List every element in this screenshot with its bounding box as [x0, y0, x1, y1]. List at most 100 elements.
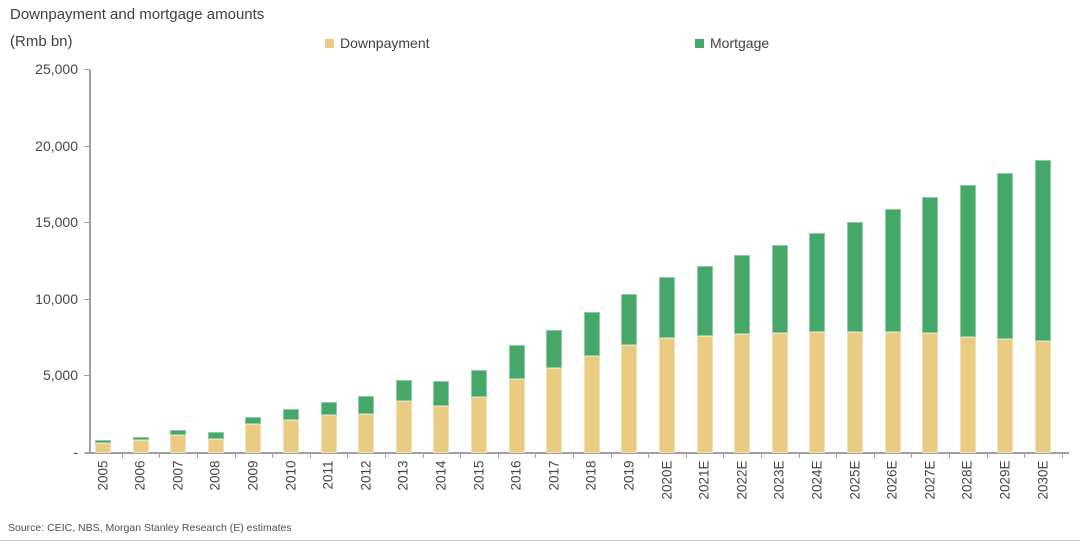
x-axis-tick: [761, 453, 762, 458]
bar-2018[interactable]: [583, 312, 600, 453]
mortgage-segment-2020E[interactable]: [659, 277, 675, 338]
downpayment-segment-2027E[interactable]: [922, 333, 939, 453]
bar-2007[interactable]: [170, 430, 187, 453]
mortgage-segment-2027E[interactable]: [922, 197, 939, 333]
bar-2026E[interactable]: [884, 209, 901, 453]
mortgage-segment-2012[interactable]: [358, 396, 375, 414]
mortgage-segment-2007[interactable]: [170, 430, 187, 435]
mortgage-segment-2021E[interactable]: [696, 266, 713, 336]
bar-2021E[interactable]: [696, 266, 713, 453]
mortgage-segment-2026E[interactable]: [884, 209, 901, 332]
bar-2024E[interactable]: [809, 233, 826, 453]
downpayment-segment-2028E[interactable]: [959, 337, 976, 453]
x-axis-line: [85, 452, 1069, 454]
bar-2009[interactable]: [245, 417, 262, 453]
y-axis-tick-label: 10,000: [35, 291, 78, 307]
bar-2030E[interactable]: [1035, 160, 1051, 453]
x-axis-label-2013: 2013: [395, 460, 411, 491]
bar-2014[interactable]: [433, 381, 450, 453]
bar-2025E[interactable]: [847, 222, 863, 453]
x-axis-tick: [310, 453, 311, 458]
downpayment-segment-2008[interactable]: [207, 439, 224, 453]
y-axis-tick-label: 15,000: [35, 214, 78, 230]
mortgage-segment-2005[interactable]: [95, 440, 111, 443]
y-axis-tick-label: 25,000: [35, 61, 78, 77]
bar-2010[interactable]: [283, 409, 299, 453]
bottom-divider: [0, 540, 1080, 541]
downpayment-segment-2011[interactable]: [320, 415, 337, 453]
mortgage-segment-2006[interactable]: [132, 437, 149, 440]
bar-2006[interactable]: [132, 437, 149, 453]
mortgage-segment-2010[interactable]: [283, 409, 299, 420]
x-axis-label-2021E: 2021E: [696, 460, 712, 500]
mortgage-segment-2011[interactable]: [320, 402, 337, 415]
mortgage-segment-2023E[interactable]: [771, 245, 788, 333]
downpayment-segment-2021E[interactable]: [696, 336, 713, 453]
downpayment-segment-2023E[interactable]: [771, 333, 788, 453]
bar-2019[interactable]: [621, 294, 638, 453]
downpayment-segment-2018[interactable]: [583, 356, 600, 453]
bar-2016[interactable]: [508, 345, 525, 453]
downpayment-segment-2010[interactable]: [283, 420, 299, 453]
downpayment-segment-2029E[interactable]: [997, 339, 1014, 453]
bar-2029E[interactable]: [997, 173, 1014, 453]
mortgage-segment-2013[interactable]: [395, 380, 412, 401]
downpayment-segment-2019[interactable]: [621, 345, 638, 453]
bar-2011[interactable]: [320, 402, 337, 453]
downpayment-segment-2022E[interactable]: [734, 334, 751, 453]
chart-title: Downpayment and mortgage amounts: [10, 6, 265, 23]
bar-2015[interactable]: [471, 370, 487, 453]
downpayment-segment-2007[interactable]: [170, 435, 187, 453]
downpayment-segment-2020E[interactable]: [659, 338, 675, 453]
bar-2012[interactable]: [358, 396, 375, 453]
x-axis-label-2008: 2008: [207, 460, 223, 491]
downpayment-segment-2017[interactable]: [546, 368, 563, 453]
downpayment-segment-2006[interactable]: [132, 440, 149, 453]
downpayment-segment-2012[interactable]: [358, 414, 375, 453]
mortgage-segment-2029E[interactable]: [997, 173, 1014, 339]
downpayment-segment-2026E[interactable]: [884, 332, 901, 453]
bar-2008[interactable]: [207, 432, 224, 453]
downpayment-segment-2009[interactable]: [245, 424, 262, 453]
downpayment-segment-2015[interactable]: [471, 397, 487, 453]
x-axis-tick: [648, 453, 649, 458]
bar-2028E[interactable]: [959, 185, 976, 453]
mortgage-segment-2018[interactable]: [583, 312, 600, 356]
downpayment-swatch-icon: [325, 38, 334, 48]
bar-2020E[interactable]: [659, 277, 675, 453]
mortgage-segment-2028E[interactable]: [959, 185, 976, 337]
x-axis-tick: [460, 453, 461, 458]
downpayment-segment-2014[interactable]: [433, 406, 450, 453]
mortgage-segment-2015[interactable]: [471, 370, 487, 397]
bar-2027E[interactable]: [922, 197, 939, 453]
x-axis-tick: [949, 453, 950, 458]
bar-2017[interactable]: [546, 330, 563, 453]
downpayment-segment-2005[interactable]: [95, 443, 111, 453]
mortgage-segment-2019[interactable]: [621, 294, 638, 345]
x-axis-tick: [799, 453, 800, 458]
x-axis-label-2006: 2006: [132, 460, 148, 491]
x-axis-label-2011: 2011: [320, 460, 336, 490]
mortgage-segment-2016[interactable]: [508, 345, 525, 379]
downpayment-segment-2030E[interactable]: [1035, 341, 1051, 453]
mortgage-segment-2024E[interactable]: [809, 233, 826, 332]
mortgage-segment-2014[interactable]: [433, 381, 450, 406]
mortgage-segment-2022E[interactable]: [734, 255, 751, 334]
downpayment-segment-2025E[interactable]: [847, 332, 863, 453]
x-axis-label-2014: 2014: [433, 460, 449, 491]
x-axis-tick: [611, 453, 612, 458]
mortgage-segment-2008[interactable]: [207, 432, 224, 439]
bar-2013[interactable]: [395, 380, 412, 453]
downpayment-segment-2013[interactable]: [395, 401, 412, 453]
downpayment-segment-2024E[interactable]: [809, 332, 826, 453]
bar-2005[interactable]: [95, 440, 111, 453]
mortgage-segment-2030E[interactable]: [1035, 160, 1051, 341]
mortgage-segment-2017[interactable]: [546, 330, 563, 368]
bar-2023E[interactable]: [771, 245, 788, 453]
mortgage-segment-2025E[interactable]: [847, 222, 863, 332]
mortgage-segment-2009[interactable]: [245, 417, 262, 424]
downpayment-segment-2016[interactable]: [508, 379, 525, 453]
bar-2022E[interactable]: [734, 255, 751, 453]
